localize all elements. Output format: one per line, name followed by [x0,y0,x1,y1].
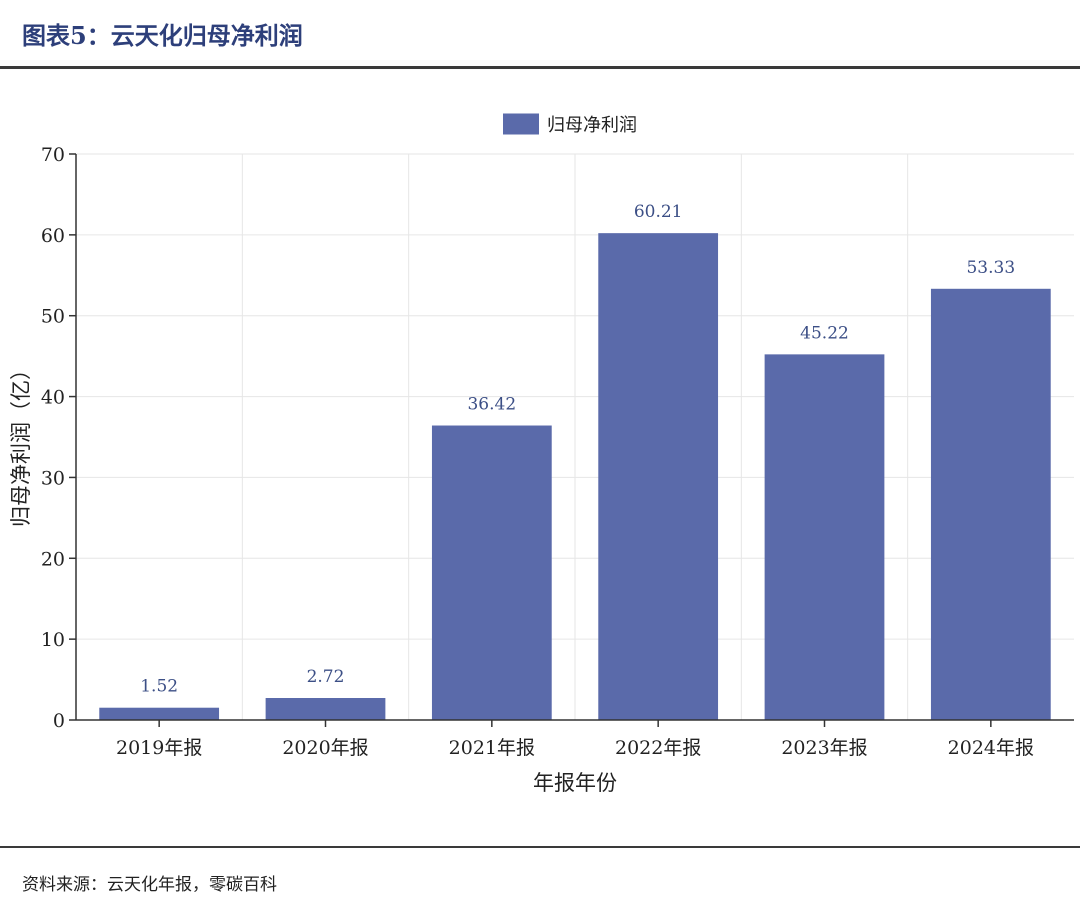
legend: 归母净利润 [503,113,637,136]
labels: 1.52 2.72 36.42 60.21 45.22 53.33 [140,202,1015,697]
x-tick-label: 2019年报 [116,737,202,759]
bar-2020年报 [265,698,386,720]
legend-swatch [503,113,539,135]
bar-2019年报 [99,707,220,720]
y-tick-label: 40 [41,387,65,409]
y-axis-title: 归母净利润（亿） [9,359,33,527]
bar-2023年报 [764,354,885,720]
x-tick-label: 2023年报 [781,737,867,759]
data-label: 2.72 [307,667,345,687]
bar-2022年报 [598,233,719,720]
bar-chart: 0 10 20 30 40 50 60 70 2019年报 2020年报 2021年报 2022年报 2… [9,113,1074,795]
axes: 0 10 20 30 40 50 60 70 2019年报 2020年报 2021年报 2022年报 2… [9,144,1074,795]
x-tick-label: 2020年报 [282,737,368,759]
bar-2021年报 [431,425,552,720]
top-divider [0,66,1080,69]
data-label: 1.52 [140,677,178,697]
y-tick-label: 0 [53,710,65,732]
data-label: 45.22 [800,323,849,343]
y-tick-label: 20 [41,548,65,570]
grid-lines [76,153,1074,721]
y-tick-label: 70 [41,144,65,166]
bottom-divider [0,846,1080,848]
y-tick-label: 30 [41,467,65,489]
bars [99,233,1051,720]
figure-title: 图表5：云天化归母净利润 [22,21,303,50]
data-label: 36.42 [467,395,516,415]
y-tick-label: 60 [41,225,65,247]
source-note: 资料来源：云天化年报，零碳百科 [22,875,277,895]
legend-label: 归母净利润 [547,115,637,136]
y-tick-label: 10 [41,629,65,651]
data-label: 60.21 [634,202,683,222]
x-tick-label: 2024年报 [948,737,1034,759]
data-label: 53.33 [966,258,1015,278]
x-tick-label: 2021年报 [449,737,535,759]
x-tick-label: 2022年报 [615,737,701,759]
x-axis-title: 年报年份 [533,771,617,795]
y-tick-label: 50 [41,306,65,328]
bar-2024年报 [930,288,1051,720]
